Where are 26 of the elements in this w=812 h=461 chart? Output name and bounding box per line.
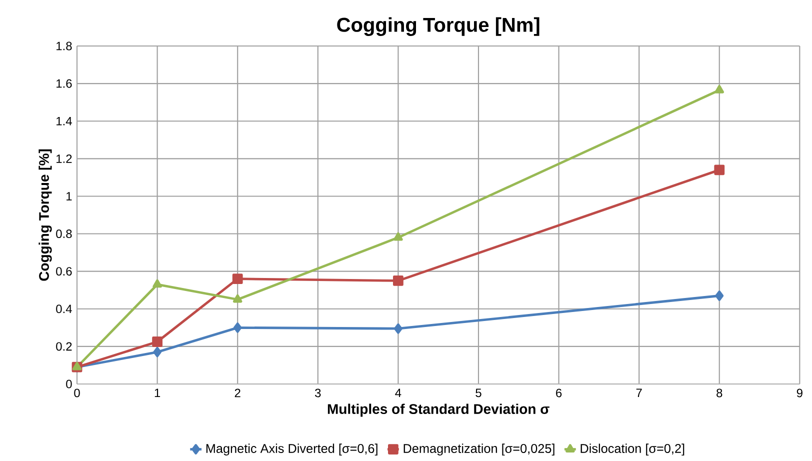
chart-title: Cogging Torque [Nm] [337, 17, 540, 36]
x-tick-label: 6 [556, 388, 562, 398]
y-tick-label: 0 [66, 380, 72, 388]
x-tick-label: 4 [395, 388, 402, 397]
y-tick-label: 0.8 [56, 230, 72, 238]
x-tick-label: 2 [234, 388, 240, 398]
x-tick-label: 3 [315, 388, 321, 398]
y-tick-label: 0.4 [56, 304, 72, 314]
y-tick-label: 0.2 [56, 342, 72, 351]
y-tick-label: 1.8 [56, 42, 72, 50]
x-tick-label: 5 [476, 388, 482, 398]
y-tick-label: 1.2 [56, 154, 72, 163]
x-axis-title: Multiples of Standard Deviation σ [328, 404, 550, 417]
y-tick-label: 0.6 [56, 267, 72, 276]
y-tick-label: 1 [66, 192, 72, 200]
x-tick-label: 1 [154, 388, 160, 397]
x-tick-label: 9 [796, 388, 802, 398]
legend-label: Demagnetization [σ=0,025] [404, 444, 554, 456]
legend-label: Dislocation [σ=0,2] [580, 444, 684, 456]
y-tick-label: 1.4 [56, 116, 72, 126]
x-tick-label: 7 [636, 388, 642, 397]
y-tick-label: 1.6 [56, 79, 72, 88]
legend-label: Magnetic Axis Diverted [σ=0,6] [206, 444, 378, 456]
y-axis-title: Cogging Torque [%] [38, 149, 52, 281]
x-tick-label: 8 [716, 388, 722, 398]
x-tick-label: 0 [74, 388, 80, 398]
